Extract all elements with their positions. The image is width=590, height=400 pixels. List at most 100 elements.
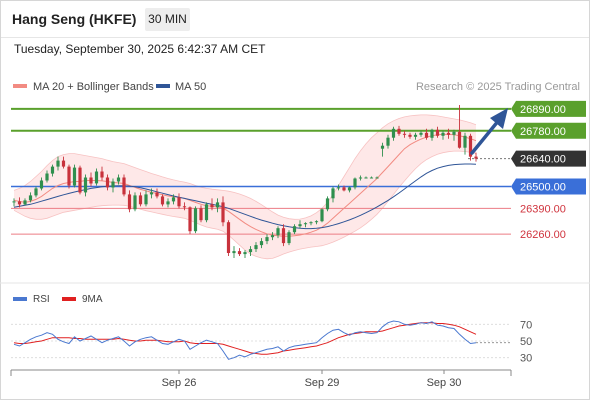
candle-7 bbox=[50, 164, 55, 177]
candle-74 bbox=[419, 130, 423, 137]
bollinger-upper-line bbox=[13, 114, 477, 220]
candle-82 bbox=[463, 132, 467, 155]
level-value-4: 26390.00 bbox=[520, 203, 566, 215]
candle-28 bbox=[166, 198, 170, 208]
candle-47 bbox=[270, 232, 275, 241]
level-lines bbox=[11, 107, 511, 235]
candle-22 bbox=[133, 192, 137, 212]
ma50-line bbox=[13, 163, 477, 230]
candle-54 bbox=[309, 221, 313, 226]
candle-75 bbox=[424, 128, 429, 140]
credit-label: Research © 2025 Trading Central bbox=[416, 81, 580, 93]
candle-70 bbox=[397, 125, 401, 136]
x-tick-label-1: Sep 29 bbox=[305, 377, 340, 389]
candle-35 bbox=[204, 202, 209, 223]
candle-33 bbox=[193, 206, 198, 234]
rsi-ma9-line bbox=[13, 322, 477, 355]
candle-20 bbox=[122, 174, 126, 197]
candle-62 bbox=[353, 177, 357, 190]
candle-1 bbox=[17, 197, 22, 208]
datetime-label: Tuesday, September 30, 2025 6:42:37 AM C… bbox=[14, 42, 266, 56]
candle-53 bbox=[303, 222, 308, 228]
candle-18 bbox=[111, 178, 115, 193]
candle-14 bbox=[89, 172, 93, 187]
candle-34 bbox=[199, 205, 203, 223]
candle-3 bbox=[28, 192, 33, 203]
candles bbox=[12, 104, 478, 259]
level-label-0: 26890.00 bbox=[511, 100, 586, 117]
candle-5 bbox=[39, 177, 44, 191]
level-label-2: 26640.00 bbox=[511, 150, 586, 167]
level-label-4: 26390.00 bbox=[520, 203, 566, 215]
candle-49 bbox=[281, 224, 286, 247]
candle-80 bbox=[452, 129, 456, 141]
candle-83 bbox=[468, 133, 473, 161]
level-labels: 26890.00 26780.00 26640.00 26500.00 26390.00… bbox=[511, 100, 586, 241]
ma9-legend-swatch bbox=[62, 297, 76, 301]
level-label-3: 26500.00 bbox=[511, 178, 586, 195]
candle-26 bbox=[155, 188, 159, 199]
rsi-legend-label: RSI bbox=[33, 294, 50, 305]
level-value-2: 26640.00 bbox=[520, 154, 566, 166]
candle-65 bbox=[369, 176, 374, 179]
candle-76 bbox=[430, 128, 434, 141]
candle-67 bbox=[380, 142, 385, 157]
rsi-line bbox=[13, 320, 477, 360]
candle-71 bbox=[402, 130, 407, 138]
main-legend: MA 20 + Bollinger Bands MA 50 Research ©… bbox=[13, 81, 580, 93]
candle-69 bbox=[391, 126, 396, 141]
candle-15 bbox=[94, 168, 99, 186]
instrument-title: Hang Seng (HKFE) bbox=[12, 11, 137, 27]
candle-9 bbox=[61, 156, 66, 169]
candle-77 bbox=[435, 126, 440, 138]
candle-52 bbox=[298, 220, 302, 229]
rsi-legend-swatch bbox=[13, 297, 27, 301]
title-bar: Hang Seng (HKFE) 30 MIN bbox=[1, 1, 589, 38]
candle-60 bbox=[342, 185, 346, 192]
candle-10 bbox=[67, 164, 71, 189]
candle-0 bbox=[12, 198, 16, 207]
target-arrow-shaft bbox=[470, 118, 501, 155]
candle-37 bbox=[215, 198, 220, 213]
interval-button[interactable]: 30 MIN bbox=[145, 8, 190, 31]
candle-41 bbox=[237, 248, 242, 257]
candle-61 bbox=[347, 186, 352, 193]
candle-23 bbox=[138, 192, 143, 207]
candle-43 bbox=[248, 246, 253, 257]
candle-29 bbox=[171, 194, 176, 205]
candle-72 bbox=[408, 132, 412, 139]
candle-51 bbox=[292, 224, 297, 235]
ma9-legend-label: 9MA bbox=[82, 294, 103, 305]
candle-66 bbox=[375, 176, 379, 179]
x-tick-label-0: Sep 26 bbox=[162, 377, 197, 389]
level-label-1: 26780.00 bbox=[511, 122, 586, 139]
level-value-3: 26500.00 bbox=[520, 181, 566, 193]
candle-4 bbox=[34, 186, 38, 198]
candle-2 bbox=[23, 198, 27, 206]
candle-79 bbox=[446, 128, 451, 139]
candle-63 bbox=[358, 175, 363, 181]
candle-56 bbox=[320, 208, 324, 223]
candle-19 bbox=[116, 174, 121, 185]
candle-84 bbox=[474, 152, 478, 162]
ma20-legend-swatch bbox=[13, 84, 27, 88]
candle-8 bbox=[56, 156, 60, 171]
candle-39 bbox=[226, 220, 231, 257]
level-value-1: 26780.00 bbox=[520, 126, 566, 138]
candle-40 bbox=[232, 246, 236, 259]
candle-42 bbox=[243, 250, 247, 259]
candle-44 bbox=[254, 242, 258, 253]
candle-55 bbox=[314, 220, 319, 225]
candle-21 bbox=[127, 190, 132, 213]
candle-31 bbox=[182, 202, 187, 211]
target-arrow-head bbox=[490, 108, 508, 129]
candle-58 bbox=[331, 186, 335, 203]
candle-68 bbox=[386, 134, 390, 149]
candle-73 bbox=[413, 132, 418, 140]
rsi-panel: 70 50 30 bbox=[11, 319, 532, 365]
candle-36 bbox=[210, 198, 214, 211]
ma50-legend-swatch bbox=[156, 84, 170, 88]
candle-27 bbox=[160, 194, 165, 207]
candle-46 bbox=[265, 234, 269, 245]
